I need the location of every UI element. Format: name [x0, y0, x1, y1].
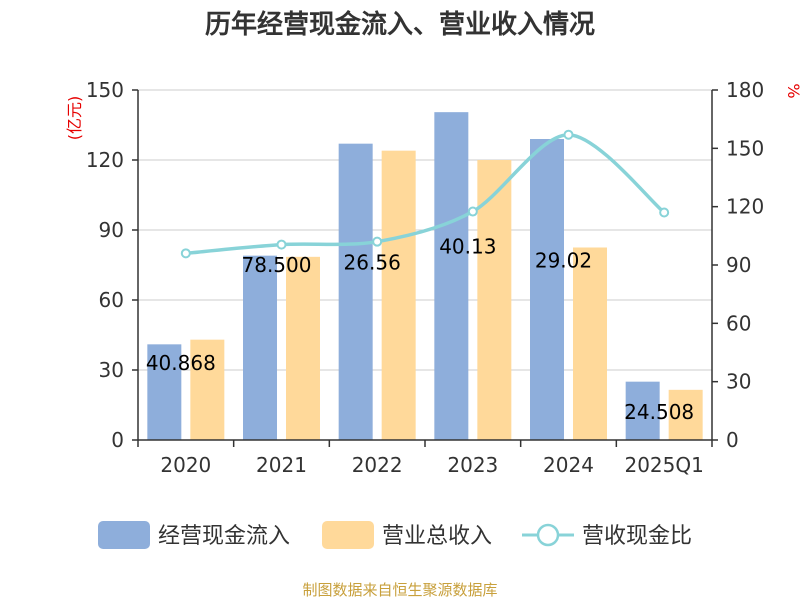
right-axis-tick-label: 120: [726, 195, 764, 219]
axes: 0 30 60 90 120 150 0 30 60 90 120 150 180 2020 2021 202…: [86, 78, 764, 477]
legend-swatch-ratio-marker: [536, 523, 560, 547]
bar-cash-inflow: [147, 344, 182, 440]
left-axis-tick-label: 60: [99, 288, 124, 312]
x-axis-tick-label: 2020: [160, 453, 211, 477]
bar-cash-inflow: [338, 143, 373, 440]
legend-swatch-revenue: [322, 521, 374, 549]
bar-cash-inflow: [434, 112, 469, 441]
right-axis-unit: %: [784, 83, 800, 98]
bar-revenue: [286, 256, 320, 440]
left-axis-tick-label: 150: [86, 78, 124, 102]
ratio-point: [563, 129, 574, 140]
bar-data-label: 78.500: [242, 253, 312, 277]
ratio-point: [276, 239, 287, 250]
ratio-line: [180, 129, 670, 259]
bar-data-label: 29.02: [535, 248, 592, 272]
bars: [147, 112, 703, 441]
bar-labels: 40.868 78.500 26.56 40.13 29.02 24.508: [146, 234, 694, 424]
left-axis-tick-label: 0: [111, 428, 124, 452]
legend: 经营现金流入 营业总收入 营收现金比: [98, 521, 692, 549]
legend-label-cash-inflow: 经营现金流入: [158, 524, 290, 549]
left-axis-tick-label: 120: [86, 148, 124, 172]
bar-revenue: [668, 389, 703, 440]
bar-cash-inflow: [243, 255, 277, 440]
chart-title: 历年经营现金流入、营业收入情况: [205, 9, 595, 40]
right-axis-tick-label: 60: [726, 311, 751, 335]
right-axis-tick-label: 180: [726, 78, 764, 102]
ratio-point: [180, 248, 191, 259]
right-axis-tick-label: 150: [726, 136, 764, 160]
bar-data-label: 40.13: [439, 234, 496, 258]
ratio-point: [467, 206, 478, 217]
bar-data-label: 40.868: [146, 351, 216, 375]
x-axis-tick-label: 2023: [447, 453, 498, 477]
bar-revenue: [573, 247, 607, 440]
right-axis-tick-label: 30: [726, 370, 751, 394]
left-axis-tick-label: 90: [99, 218, 124, 242]
bar-revenue: [190, 339, 225, 440]
bar-data-label: 24.508: [624, 400, 694, 424]
x-axis-tick-label: 2025Q1: [624, 453, 703, 477]
right-axis-tick-label: 0: [726, 428, 739, 452]
ratio-point: [659, 207, 670, 218]
x-axis-tick-label: 2021: [256, 453, 307, 477]
x-axis-tick-label: 2024: [543, 453, 594, 477]
left-axis-unit: (亿元): [65, 96, 84, 141]
bar-cash-inflow: [625, 381, 660, 440]
bar-revenue: [477, 160, 512, 440]
legend-label-revenue: 营业总收入: [382, 524, 492, 549]
legend-label-ratio: 营收现金比: [582, 524, 692, 549]
ratio-line-path: [185, 132, 666, 256]
left-axis-tick-label: 30: [99, 358, 124, 382]
data-source: 制图数据来自恒生聚源数据库: [302, 581, 497, 599]
bar-data-label: 26.56: [344, 251, 401, 275]
ratio-point: [372, 236, 383, 247]
right-axis-tick-label: 90: [726, 253, 751, 277]
bar-cash-inflow: [530, 139, 564, 440]
x-axis-tick-label: 2022: [352, 453, 403, 477]
legend-swatch-cash-inflow: [98, 521, 150, 549]
bar-revenue: [381, 150, 416, 440]
